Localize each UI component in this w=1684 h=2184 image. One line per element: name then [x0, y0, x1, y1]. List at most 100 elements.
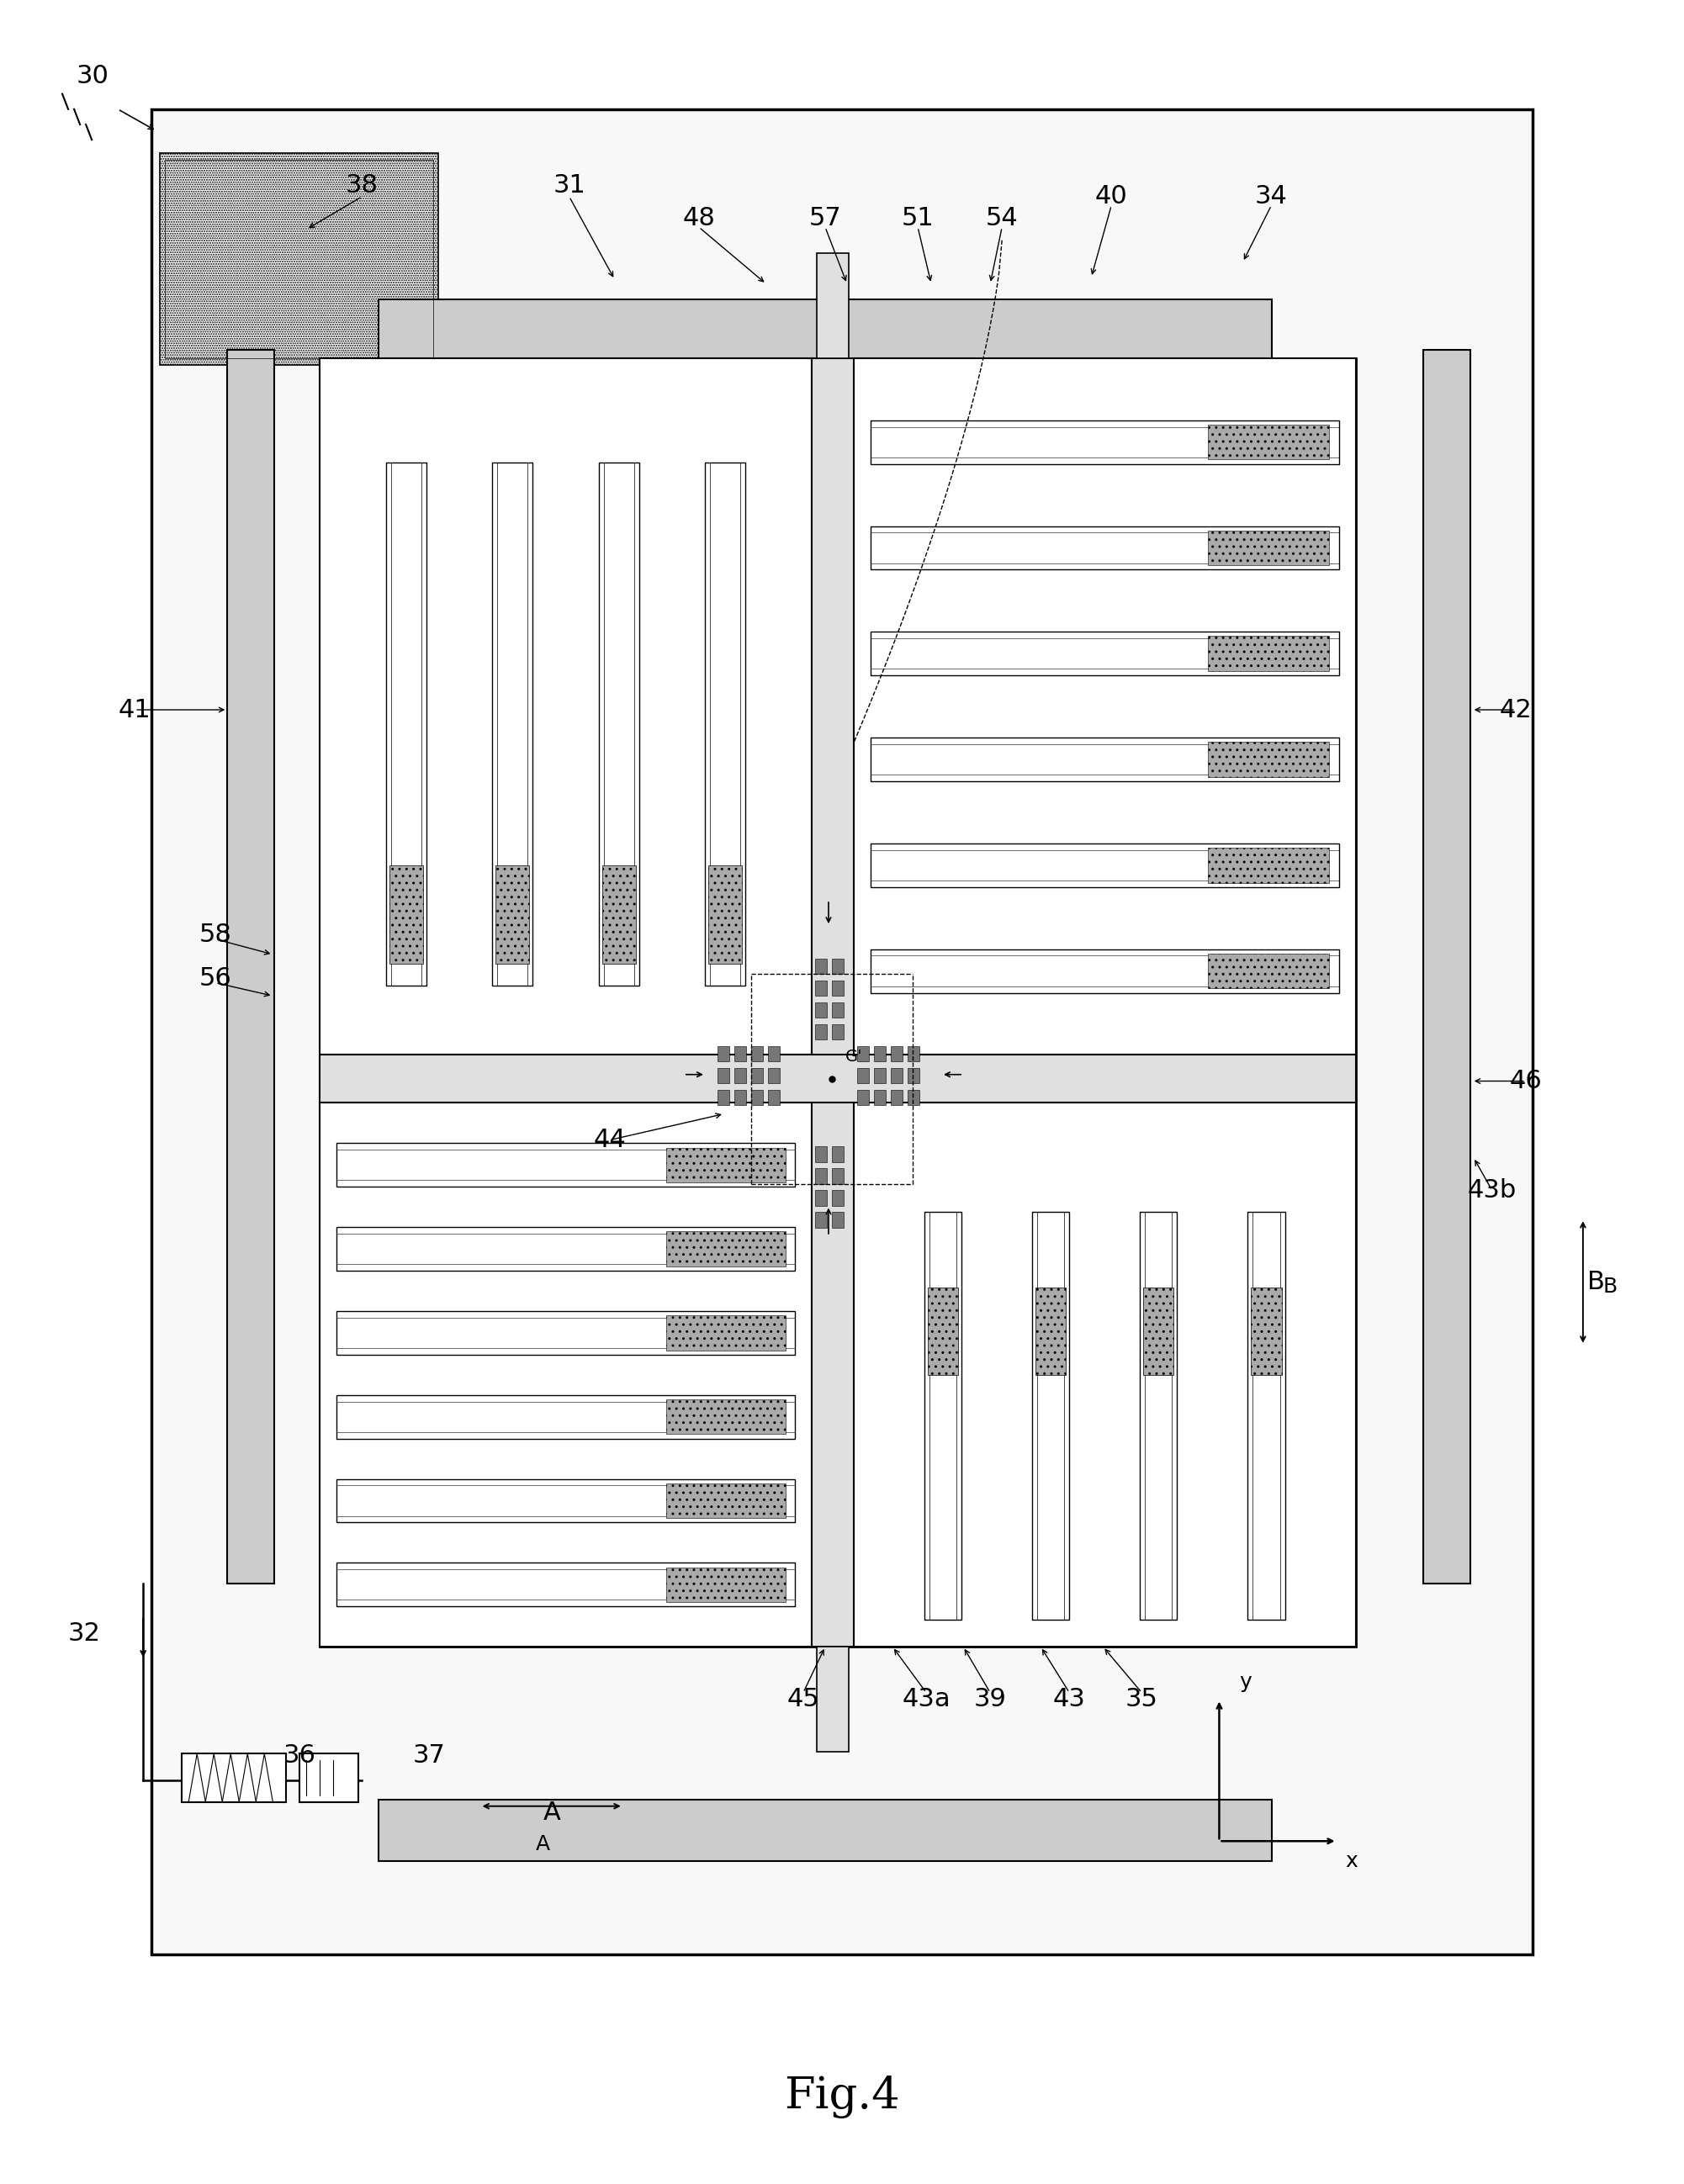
Bar: [1145, 1212, 1172, 1621]
Bar: [815, 981, 827, 996]
Bar: [815, 1147, 827, 1162]
Bar: [1207, 636, 1329, 670]
Text: 39: 39: [973, 1686, 1007, 1712]
Bar: [667, 1568, 786, 1603]
Bar: [871, 426, 1339, 456]
Text: A: A: [544, 1800, 561, 1826]
Bar: [300, 1754, 359, 1802]
Bar: [815, 1002, 827, 1018]
Bar: [337, 1142, 795, 1186]
Bar: [925, 1212, 962, 1621]
Bar: [389, 865, 423, 963]
Bar: [337, 1564, 795, 1607]
Bar: [871, 738, 1339, 782]
Bar: [908, 1068, 919, 1083]
Bar: [832, 1147, 844, 1162]
Bar: [706, 463, 746, 985]
Text: 48: 48: [682, 205, 716, 232]
Bar: [152, 109, 1532, 1955]
Bar: [871, 850, 1339, 880]
Bar: [734, 1090, 746, 1105]
Bar: [857, 1046, 869, 1061]
Text: 43b: 43b: [1467, 1177, 1517, 1203]
Bar: [320, 358, 1356, 1647]
Bar: [891, 1046, 903, 1061]
Bar: [832, 959, 844, 974]
Bar: [667, 1147, 786, 1182]
Bar: [386, 463, 426, 985]
Bar: [871, 957, 1339, 987]
Text: 51: 51: [901, 205, 935, 232]
Bar: [379, 299, 1271, 360]
Text: 43: 43: [1052, 1686, 1086, 1712]
Text: 35: 35: [1125, 1686, 1159, 1712]
Bar: [815, 1168, 827, 1184]
Bar: [667, 1232, 786, 1267]
Bar: [1036, 1289, 1066, 1376]
Bar: [492, 463, 532, 985]
Bar: [871, 533, 1339, 563]
Bar: [717, 1090, 729, 1105]
Bar: [871, 419, 1339, 463]
Bar: [832, 1190, 844, 1206]
Text: 40: 40: [1095, 183, 1128, 210]
Text: 31: 31: [552, 173, 586, 199]
Bar: [854, 358, 1356, 1055]
Bar: [1423, 349, 1470, 1583]
Bar: [871, 631, 1339, 675]
Bar: [891, 1068, 903, 1083]
Text: B: B: [1603, 1278, 1618, 1297]
Bar: [337, 1310, 795, 1354]
Bar: [600, 463, 640, 985]
Bar: [871, 745, 1339, 775]
Bar: [871, 950, 1339, 994]
Bar: [891, 1090, 903, 1105]
Bar: [768, 1090, 780, 1105]
Bar: [1032, 1212, 1069, 1621]
Text: 57: 57: [808, 205, 842, 232]
Bar: [857, 1090, 869, 1105]
Bar: [1143, 1289, 1174, 1376]
Bar: [165, 159, 433, 358]
Text: 32: 32: [67, 1621, 101, 1647]
Bar: [930, 1212, 957, 1621]
Text: 45: 45: [786, 1686, 820, 1712]
Bar: [874, 1046, 886, 1061]
Text: B: B: [1588, 1269, 1605, 1295]
Text: 43a: 43a: [903, 1686, 950, 1712]
Bar: [667, 1400, 786, 1435]
Bar: [1207, 424, 1329, 459]
Bar: [1207, 954, 1329, 989]
Bar: [832, 1024, 844, 1040]
Bar: [832, 981, 844, 996]
Bar: [768, 1068, 780, 1083]
Bar: [871, 638, 1339, 668]
Bar: [337, 1402, 795, 1433]
Bar: [709, 865, 743, 963]
Bar: [320, 1055, 1356, 1103]
Bar: [337, 1570, 795, 1601]
Text: 34: 34: [1255, 183, 1288, 210]
Text: 36: 36: [283, 1743, 317, 1769]
Bar: [379, 1800, 1271, 1861]
Bar: [908, 1090, 919, 1105]
Bar: [928, 1289, 958, 1376]
Bar: [871, 843, 1339, 887]
Bar: [337, 1396, 795, 1439]
Bar: [337, 1317, 795, 1348]
Bar: [1207, 847, 1329, 882]
Bar: [768, 1046, 780, 1061]
Bar: [815, 1024, 827, 1040]
Text: G': G': [845, 1048, 862, 1066]
Bar: [711, 463, 741, 985]
Bar: [1037, 1212, 1064, 1621]
Text: x: x: [1346, 1852, 1357, 1872]
Bar: [751, 1068, 763, 1083]
Text: 30: 30: [76, 63, 109, 90]
Bar: [182, 1754, 286, 1802]
Text: 54: 54: [985, 205, 1019, 232]
Bar: [832, 1212, 844, 1227]
Bar: [667, 1483, 786, 1518]
Bar: [337, 1149, 795, 1179]
Bar: [605, 463, 635, 985]
